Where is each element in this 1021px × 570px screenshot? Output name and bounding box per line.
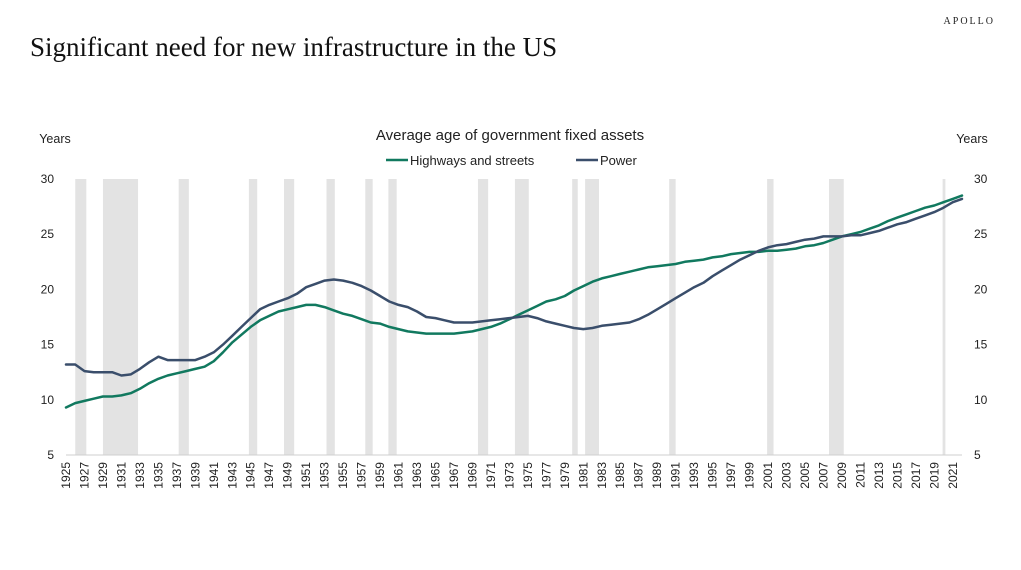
series-lines xyxy=(64,194,964,409)
y-tick-label-left: 25 xyxy=(41,227,55,241)
x-tick-label: 2017 xyxy=(909,462,923,489)
x-tick-label: 1959 xyxy=(373,462,387,489)
y-tick-label-right: 15 xyxy=(974,338,988,352)
x-tick-label: 1939 xyxy=(188,462,202,489)
y-tick-label-left: 30 xyxy=(41,172,55,186)
x-tick-label: 1973 xyxy=(502,462,516,489)
x-tick-label: 1985 xyxy=(613,462,627,489)
x-tick-label: 1963 xyxy=(410,462,424,489)
x-tick-label: 1945 xyxy=(244,462,258,489)
y-tick-label-right: 5 xyxy=(974,448,981,462)
y-tick-label-left: 15 xyxy=(41,338,55,352)
x-tick-label: 2015 xyxy=(890,462,904,489)
recession-band xyxy=(767,179,774,455)
recession-band xyxy=(178,179,189,455)
recession-band xyxy=(942,179,946,455)
x-tick-label: 1937 xyxy=(170,462,184,489)
legend: Highways and streets Power xyxy=(386,153,638,168)
y-axis-title-left: Years xyxy=(39,132,71,146)
recession-band xyxy=(326,179,335,455)
x-tick-label: 1971 xyxy=(484,462,498,489)
recession-band xyxy=(828,179,844,455)
x-tick-label: 2001 xyxy=(761,462,775,489)
x-tick-label: 1947 xyxy=(262,462,276,489)
recession-band xyxy=(283,179,295,455)
x-tick-label: 1927 xyxy=(77,462,91,489)
x-tick-label: 1999 xyxy=(743,462,757,489)
x-tick-label: 1935 xyxy=(151,462,165,489)
y-tick-label-right: 30 xyxy=(974,172,988,186)
x-tick-label: 1955 xyxy=(336,462,350,489)
y-tick-label-right: 25 xyxy=(974,227,988,241)
x-tick-label: 1957 xyxy=(355,462,369,489)
legend-label-highways: Highways and streets xyxy=(410,153,535,168)
x-tick-label: 1987 xyxy=(632,462,646,489)
x-tick-label: 1991 xyxy=(669,462,683,489)
y-tick-label-left: 20 xyxy=(41,282,55,296)
x-tick-label: 1929 xyxy=(96,462,110,489)
y-tick-label-left: 10 xyxy=(41,393,55,407)
series-line-highways xyxy=(64,194,964,409)
x-tick-label: 2005 xyxy=(798,462,812,489)
series-line-power xyxy=(64,197,964,377)
x-tick-label: 1983 xyxy=(595,462,609,489)
recession-band xyxy=(365,179,373,455)
x-tick-label: 2009 xyxy=(835,462,849,489)
x-tick-label: 2003 xyxy=(779,462,793,489)
x-tick-label: 1995 xyxy=(706,462,720,489)
y-axis-ticks: 5 5 10 10 15 15 20 20 25 25 30 30 xyxy=(41,172,988,462)
x-tick-label: 2019 xyxy=(927,462,941,489)
x-tick-label: 2021 xyxy=(946,462,960,489)
recession-bands xyxy=(66,179,962,456)
x-tick-label: 1925 xyxy=(59,462,73,489)
x-tick-label: 1979 xyxy=(558,462,572,489)
x-tick-label: 1981 xyxy=(576,462,590,489)
y-tick-label-right: 20 xyxy=(974,282,988,296)
page-title: Significant need for new infrastructure … xyxy=(30,32,558,62)
x-tick-label: 1965 xyxy=(428,462,442,489)
x-tick-label: 1977 xyxy=(539,462,553,489)
x-tick-label: 1953 xyxy=(318,462,332,489)
recession-band xyxy=(102,179,139,455)
recession-band xyxy=(669,179,676,455)
y-tick-label-right: 10 xyxy=(974,393,988,407)
y-axis-title-right: Years xyxy=(956,132,988,146)
recession-band xyxy=(388,179,397,455)
y-tick-label-left: 5 xyxy=(47,448,54,462)
x-tick-label: 1961 xyxy=(392,462,406,489)
x-tick-label: 2007 xyxy=(816,462,830,489)
x-tick-label: 1967 xyxy=(447,462,461,489)
x-tick-label: 1951 xyxy=(299,462,313,489)
x-axis-ticks: 1925 1927 1929 1931 1933 1935 1937 1939 1941 1943… xyxy=(59,462,960,489)
x-tick-label: 1941 xyxy=(207,462,221,489)
x-tick-label: 1949 xyxy=(281,462,295,489)
recession-band xyxy=(477,179,489,455)
recession-band xyxy=(585,179,599,455)
x-tick-label: 1931 xyxy=(114,462,128,489)
recession-band xyxy=(75,179,87,455)
legend-label-power: Power xyxy=(600,153,638,168)
x-tick-label: 2011 xyxy=(853,462,867,488)
x-tick-label: 1969 xyxy=(465,462,479,489)
brand-logo: APOLLO xyxy=(943,16,995,27)
x-tick-label: 1989 xyxy=(650,462,664,489)
x-tick-label: 1943 xyxy=(225,462,239,489)
chart-title: Average age of government fixed assets xyxy=(376,127,644,144)
x-tick-label: 1997 xyxy=(724,462,738,489)
x-tick-label: 1975 xyxy=(521,462,535,489)
x-tick-label: 1933 xyxy=(133,462,147,489)
x-tick-label: 2013 xyxy=(872,462,886,489)
x-tick-label: 1993 xyxy=(687,462,701,489)
recession-band xyxy=(572,179,578,455)
